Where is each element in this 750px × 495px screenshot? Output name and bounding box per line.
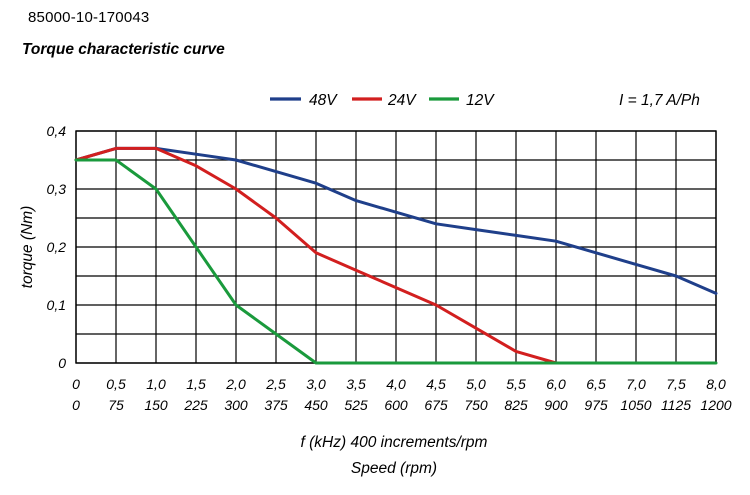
x-tick-label-rpm: 225 (183, 397, 208, 413)
x-tick-label-rpm: 825 (504, 397, 528, 413)
x-axis-label-frequency: f (kHz) 400 increments/rpm (301, 434, 488, 451)
legend-label-48v: 48V (309, 92, 338, 109)
x-tick-label-khz: 6,0 (546, 376, 566, 392)
legend-label-24v: 24V (387, 92, 417, 109)
x-tick-label-rpm: 0 (72, 397, 80, 413)
x-tick-label-khz: 4,0 (386, 376, 406, 392)
series-group (74, 146, 718, 365)
y-tick-label: 0,1 (47, 297, 66, 313)
x-tick-label-rpm: 675 (424, 397, 448, 413)
x-tick-label-khz: 1,5 (186, 376, 206, 392)
x-tick-label-khz: 5,5 (506, 376, 526, 392)
series-line-12v (74, 158, 718, 365)
x-tick-label-rpm: 525 (344, 397, 368, 413)
x-tick-label-rpm: 1200 (700, 397, 731, 413)
x-tick-label-khz: 2,5 (265, 376, 286, 392)
x-tick-label-khz: 8,0 (706, 376, 726, 392)
x-tick-label-rpm: 975 (584, 397, 608, 413)
grid (75, 130, 717, 364)
x-tick-label-rpm: 1125 (661, 397, 691, 413)
x-axis-label-speed: Speed (rpm) (351, 460, 437, 477)
x-tick-label-khz: 0 (72, 376, 80, 392)
y-tick-label: 0 (58, 355, 66, 371)
x-tick-label-rpm: 1050 (620, 397, 651, 413)
x-tick-label-rpm: 450 (304, 397, 328, 413)
current-annotation: I = 1,7 A/Ph (619, 92, 700, 109)
x-tick-label-khz: 4,5 (426, 376, 446, 392)
x-tick-label-rpm: 375 (264, 397, 288, 413)
chart-title: Torque characteristic curve (22, 41, 225, 58)
y-axis-ticks: 0 0,1 0,2 0,3 0,4 (47, 123, 67, 371)
part-number: 85000-10-170043 (28, 9, 150, 26)
x-tick-label-rpm: 150 (144, 397, 168, 413)
x-tick-label-khz: 1,0 (146, 376, 166, 392)
legend-label-12v: 12V (466, 92, 495, 109)
x-tick-label-khz: 3,0 (306, 376, 326, 392)
series-line-24v (74, 146, 558, 365)
y-tick-label: 0,2 (47, 239, 67, 255)
x-tick-label-khz: 5,0 (466, 376, 486, 392)
x-tick-label-khz: 7,5 (666, 376, 686, 392)
x-tick-label-rpm: 750 (464, 397, 488, 413)
x-tick-label-rpm: 300 (224, 397, 248, 413)
y-axis-label: torque (Nm) (19, 206, 36, 289)
x-tick-label-rpm: 600 (384, 397, 408, 413)
x-axis-ticks: 0 0 0,5 75 1,0 150 1,5 225 2,0 300 2,5 375 3,0 450 3,5… (72, 376, 732, 413)
x-tick-label-khz: 0,5 (106, 376, 126, 392)
x-tick-label-khz: 3,5 (346, 376, 366, 392)
x-tick-label-khz: 7,0 (626, 376, 646, 392)
x-tick-label-khz: 2,0 (225, 376, 246, 392)
y-tick-label: 0,4 (47, 123, 67, 139)
legend: 48V 24V 12V (270, 92, 495, 109)
x-tick-label-khz: 6,5 (586, 376, 606, 392)
y-tick-label: 0,3 (47, 181, 67, 197)
series-line-48v (74, 146, 718, 295)
x-tick-label-rpm: 75 (108, 397, 124, 413)
x-tick-label-rpm: 900 (544, 397, 568, 413)
